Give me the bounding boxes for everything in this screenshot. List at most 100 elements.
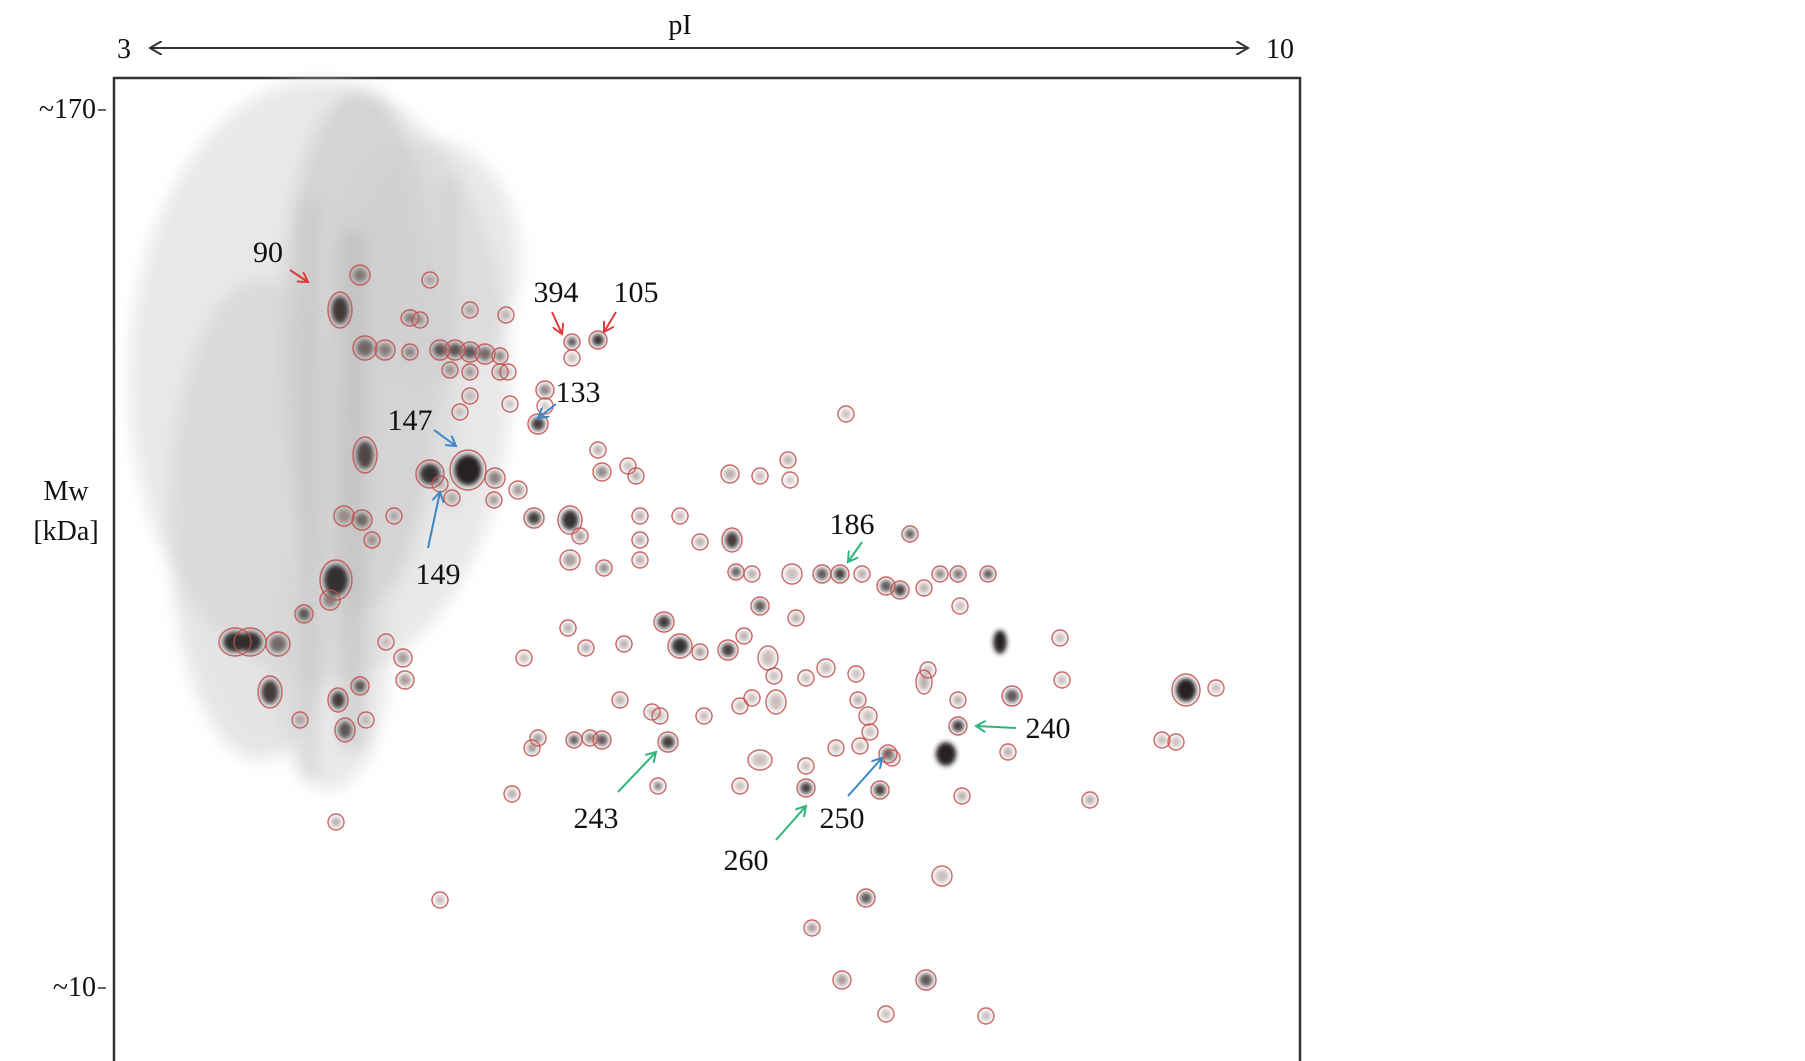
protein-spot: [935, 742, 957, 766]
label-394: 394: [534, 276, 579, 309]
spot-ring: [459, 341, 481, 363]
spot-label-243: 243: [574, 752, 657, 835]
protein-spot: [397, 652, 409, 664]
protein-spot: [330, 816, 342, 828]
spot-ring: [350, 676, 370, 696]
protein-spot: [657, 615, 671, 629]
label-147: 147: [388, 404, 433, 437]
spot-ring: [319, 559, 353, 601]
spot-ring: [853, 565, 871, 583]
protein-spots: [223, 268, 1222, 1022]
protein-spot: [840, 408, 852, 420]
spot-ring: [429, 339, 451, 361]
protein-spot: [532, 732, 544, 744]
protein-spot: [918, 582, 930, 594]
spot-ring: [797, 757, 815, 775]
label-133: 133: [556, 376, 601, 409]
spot-ring: [327, 291, 353, 329]
spot-ring: [858, 706, 878, 726]
protein-spot: [634, 554, 646, 566]
spot-ring: [796, 778, 816, 798]
spot-ring: [735, 627, 753, 645]
spot-ring: [1053, 671, 1071, 689]
spot-ring: [508, 480, 528, 500]
spot-label-90: 90: [253, 236, 308, 282]
spot-ring: [870, 780, 890, 800]
spot-ring: [334, 717, 356, 743]
protein-spot: [238, 631, 262, 653]
protein-spot: [464, 366, 476, 378]
spot-ring: [291, 711, 309, 729]
protein-spot: [746, 692, 758, 704]
spot-ring: [883, 749, 901, 767]
protein-spot: [454, 454, 482, 486]
protein-spot: [852, 694, 864, 706]
label-186: 186: [830, 508, 875, 541]
protein-spot: [433, 343, 447, 357]
protein-spot: [269, 635, 287, 653]
label-260: 260: [724, 844, 769, 877]
protein-spot: [721, 643, 735, 657]
spot-ring: [592, 730, 612, 750]
spot-ring: [837, 405, 855, 423]
protein-spot: [918, 673, 930, 691]
protein-spot: [956, 790, 968, 802]
protein-spot: [800, 782, 812, 794]
protein-spot: [444, 364, 456, 376]
protein-spot: [671, 637, 689, 655]
protein-spot: [1170, 736, 1182, 748]
spot-annotations: 90 394 105 133 147 149 186 240: [253, 236, 1071, 877]
spot-ring: [861, 723, 879, 741]
spot-ring: [876, 576, 896, 596]
spot-ring: [919, 661, 937, 679]
protein-spot: [982, 568, 994, 580]
spot-label-133: 133: [538, 376, 601, 418]
protein-spot: [389, 511, 399, 521]
protein-spot: [596, 734, 608, 746]
protein-spot: [761, 649, 775, 667]
mw-label-line1: Mw: [43, 476, 89, 507]
protein-spot: [488, 471, 502, 485]
spot-ring: [444, 339, 466, 361]
spot-ring: [890, 580, 910, 600]
spot-ring: [515, 649, 533, 667]
spot-ring: [691, 533, 709, 551]
spot-ring: [441, 361, 459, 379]
protein-spot: [337, 509, 351, 523]
protein-spot: [836, 974, 848, 986]
protein-spot: [294, 714, 306, 726]
spot-ring: [393, 648, 413, 668]
spot-ring: [856, 888, 876, 908]
spot-ring: [1081, 791, 1099, 809]
protein-spot: [952, 568, 964, 580]
protein-spot: [934, 568, 946, 580]
label-105: 105: [614, 276, 659, 309]
spot-ring: [257, 675, 283, 709]
spot-ring: [395, 670, 415, 690]
spot-ring: [721, 527, 743, 553]
protein-spot: [561, 509, 579, 531]
spot-ring: [953, 787, 971, 805]
spot-ring: [691, 643, 709, 661]
spot-ring: [631, 531, 649, 549]
protein-spot: [782, 454, 794, 466]
protein-spot: [366, 534, 378, 546]
protein-spot: [935, 869, 949, 883]
protein-spot: [331, 296, 349, 324]
spot-ring: [497, 306, 515, 324]
spot-ring: [1051, 629, 1069, 647]
spot-ring: [779, 451, 797, 469]
protein-spot: [754, 470, 766, 482]
protein-spot: [734, 780, 746, 792]
spot-ring: [750, 596, 770, 616]
arrow-260: [775, 806, 806, 841]
protein-spot: [634, 534, 646, 546]
spot-ring: [377, 633, 395, 651]
spot-ring: [349, 264, 371, 286]
arrow-186: [848, 541, 863, 562]
protein-spot: [653, 781, 663, 791]
spot-ring: [949, 565, 967, 583]
protein-spot: [592, 334, 604, 346]
protein-spot: [378, 343, 392, 357]
protein-spot: [874, 784, 886, 796]
